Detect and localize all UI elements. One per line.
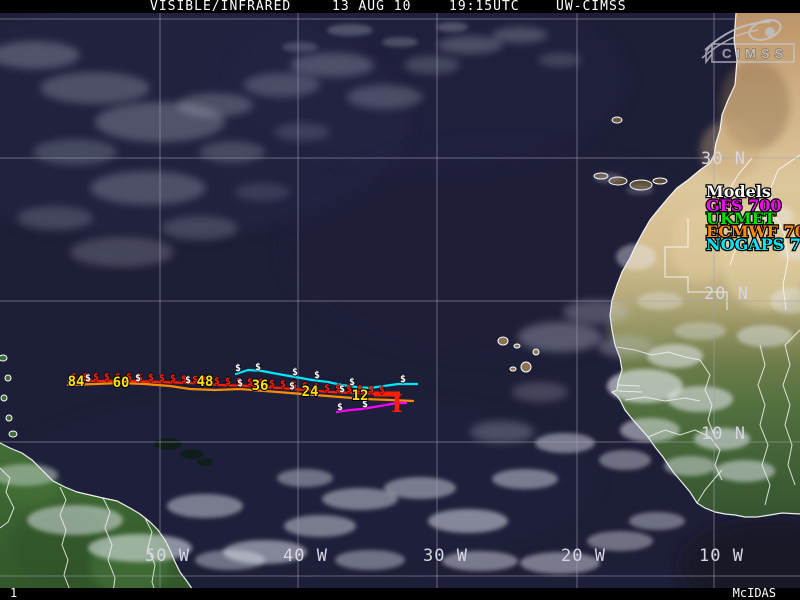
model-track-nogaps — [234, 368, 419, 390]
latitude-label: 20 N — [704, 284, 749, 304]
frame-number: 1 — [10, 586, 18, 600]
cimss-logo: CIMSS — [701, 19, 795, 65]
track-position-marker-white: $ — [400, 374, 406, 385]
track-position-marker-white: $ — [362, 399, 368, 410]
track-position-marker-white: $ — [339, 384, 345, 395]
track-position-marker: $ — [192, 374, 198, 385]
legend-title: Models — [706, 182, 771, 201]
track-position-marker: $ — [225, 376, 231, 387]
track-position-marker: $ — [357, 384, 363, 395]
model-track-gfs — [335, 401, 408, 414]
track-position-marker-white: $ — [237, 378, 243, 389]
footer-bar: 1 McIDAS — [0, 586, 800, 600]
header-bar: VISIBLE/INFRARED 13 AUG 10 19:15UTC UW-C… — [0, 0, 800, 13]
product-name: VISIBLE/INFRARED — [150, 0, 292, 14]
track-position-marker: $ — [126, 372, 132, 383]
latitude-label: 10 N — [701, 424, 746, 444]
track-position-marker-white: $ — [255, 362, 261, 373]
itcz-cloud-layer — [0, 205, 800, 574]
track-position-marker: $ — [346, 384, 352, 395]
track-position-marker-white: $ — [289, 381, 295, 392]
source-name: UW-CIMSS — [556, 0, 627, 14]
track-position-marker: $ — [302, 381, 308, 392]
legend-entry: GFS 700 — [706, 196, 782, 215]
mcidas-brand: McIDAS — [732, 586, 776, 600]
legend-entry: UKMET — [706, 209, 776, 228]
track-position-marker: $ — [181, 374, 187, 385]
track-position-marker: $ — [137, 372, 143, 383]
longitude-label: 20 W — [561, 546, 606, 566]
track-position-marker: $ — [82, 372, 88, 383]
track-position-marker-white: $ — [337, 402, 343, 413]
track-position-marker: $ — [269, 378, 275, 389]
legend-entry: ECMWF 700 — [706, 222, 800, 241]
track-position-marker-white: $ — [85, 373, 91, 384]
track-position-marker-white: $ — [135, 373, 141, 384]
model-track-layer: $ $ $ $$ $$ $ $ $ $ $ $ $ $ $ $ $ $ $ $ $ $ $ $ $ $ $ $ $ $ $ $ $ $$ $ $ $ $… — [66, 361, 419, 418]
track-position-marker: $ — [115, 372, 121, 383]
latitude-label: 30 N — [701, 149, 746, 169]
longitude-label: 30 W — [423, 546, 468, 566]
track-position-marker: $ — [170, 373, 176, 384]
track-position-marker: $ — [93, 372, 99, 383]
track-position-marker: $ — [280, 379, 286, 390]
forecast-hour-label: 36 — [252, 378, 269, 394]
track-position-marker: $ — [324, 383, 330, 394]
cimss-logo-text: CIMSS — [722, 46, 788, 61]
track-position-marker: $ — [203, 375, 209, 386]
track-position-marker: $ — [247, 377, 253, 388]
track-position-marker-white: $ — [185, 375, 191, 386]
forecast-hour-label: 48 — [197, 374, 214, 390]
track-position-marker: $ — [291, 380, 297, 391]
longitude-label: 10 W — [699, 546, 744, 566]
track-position-marker: $ — [258, 378, 264, 389]
forecast-hour-label: 60 — [113, 375, 130, 391]
track-position-marker: $ — [335, 383, 341, 394]
track-position-marker-white: $ — [349, 377, 355, 388]
track-position-marker-white: $ — [314, 370, 320, 381]
latlon-labels: 30 N 20 N 10 N 50 W 40 W 30 W 20 W 10 W — [145, 149, 749, 566]
track-position-marker-white: $ — [292, 367, 298, 378]
image-date: 13 AUG 10 — [332, 0, 412, 14]
image-time: 19:15UTC — [449, 0, 520, 14]
track-position-marker: $ — [159, 373, 165, 384]
track-position-marker: $ — [214, 376, 220, 387]
forecast-hour-label: 84 — [68, 374, 85, 390]
forecast-hour-label: 24 — [302, 384, 319, 400]
track-position-marker: $ — [379, 385, 385, 396]
track-position-marker: $ — [313, 382, 319, 393]
longitude-label: 50 W — [145, 546, 190, 566]
cloud-layer — [0, 22, 654, 443]
model-track-red-track — [66, 379, 399, 396]
forecast-hour-label: 12 — [352, 388, 369, 404]
current-position-marker: I — [391, 389, 402, 418]
track-position-marker: $ — [71, 372, 77, 383]
legend-entry: NOGAPS 700 — [706, 235, 800, 254]
track-position-marker: $ — [148, 373, 154, 384]
track-position-marker-white: $ — [235, 363, 241, 374]
latlon-grid — [0, 13, 800, 588]
longitude-label: 40 W — [283, 546, 328, 566]
track-position-marker: $ — [236, 377, 242, 388]
model-track-ecmwf — [66, 381, 415, 403]
track-position-marker: $ — [104, 372, 110, 383]
track-position-marker: $ — [368, 385, 374, 396]
